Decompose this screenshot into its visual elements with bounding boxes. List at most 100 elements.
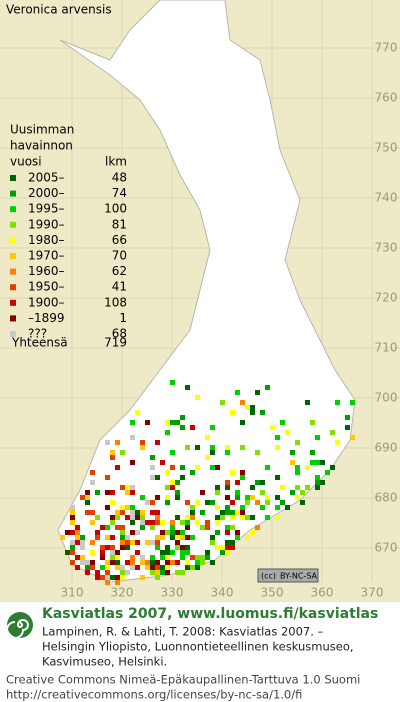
observation-square <box>130 510 135 515</box>
observation-square <box>70 560 75 565</box>
badge-box <box>257 568 319 583</box>
observation-square <box>115 510 120 515</box>
observation-square <box>270 425 275 430</box>
observation-square <box>230 510 235 515</box>
observation-square <box>140 555 145 560</box>
legend-swatch <box>10 221 16 228</box>
observation-square <box>150 520 155 525</box>
observation-square <box>230 525 235 530</box>
observation-square <box>125 505 130 510</box>
observation-square <box>240 445 245 450</box>
observation-square <box>170 485 175 490</box>
observation-square <box>70 550 75 555</box>
legend-heading: Uusimman <box>10 123 74 137</box>
observation-square <box>155 440 160 445</box>
observation-square <box>75 555 80 560</box>
x-tick-label: 340 <box>211 586 234 600</box>
observation-square <box>175 495 180 500</box>
observation-square <box>175 545 180 550</box>
observation-square <box>245 535 250 540</box>
observation-square <box>160 530 165 535</box>
observation-square <box>200 525 205 530</box>
legend-swatch <box>10 237 16 244</box>
observation-square <box>205 555 210 560</box>
observation-square <box>115 440 120 445</box>
observation-square <box>160 555 165 560</box>
observation-square <box>130 540 135 545</box>
observation-square <box>150 465 155 470</box>
observation-square <box>120 530 125 535</box>
observation-square <box>250 405 255 410</box>
observation-square <box>185 445 190 450</box>
observation-square <box>110 500 115 505</box>
observation-square <box>250 515 255 520</box>
observation-square <box>195 395 200 400</box>
observation-square <box>335 400 340 405</box>
observation-square <box>230 545 235 550</box>
observation-square <box>75 530 80 535</box>
observation-square <box>70 530 75 535</box>
legend-count: 81 <box>112 217 127 231</box>
observation-square <box>140 525 145 530</box>
observation-square <box>160 520 165 525</box>
observation-square <box>120 565 125 570</box>
observation-square <box>75 540 80 545</box>
observation-square <box>110 455 115 460</box>
observation-square <box>335 440 340 445</box>
observation-square <box>100 555 105 560</box>
legend-label: 2005– <box>28 171 65 185</box>
observation-square <box>195 565 200 570</box>
y-tick-label: 730 <box>375 241 398 255</box>
observation-square <box>105 505 110 510</box>
observation-square <box>220 510 225 515</box>
observation-square <box>180 520 185 525</box>
observation-square <box>165 550 170 555</box>
observation-square <box>185 385 190 390</box>
observation-square <box>175 535 180 540</box>
observation-square <box>290 460 295 465</box>
observation-square <box>80 535 85 540</box>
legend-count: 74 <box>112 186 127 200</box>
observation-square <box>185 550 190 555</box>
legend-label: 1995– <box>28 202 65 216</box>
badge-cc: (cc) <box>261 572 276 581</box>
citation: Kasvimuseo, Helsinki. <box>42 655 167 669</box>
observation-square <box>155 515 160 520</box>
observation-square <box>155 575 160 580</box>
observation-square <box>110 535 115 540</box>
legend-heading: lkm <box>105 155 127 169</box>
observation-square <box>215 520 220 525</box>
observation-square <box>105 545 110 550</box>
license-text: Creative Commons Nimeä-Epäkaupallinen-Ta… <box>6 673 360 687</box>
observation-square <box>200 490 205 495</box>
observation-square <box>120 485 125 490</box>
observation-square <box>155 520 160 525</box>
observation-square <box>115 515 120 520</box>
observation-square <box>125 540 130 545</box>
observation-square <box>200 555 205 560</box>
observation-square <box>315 480 320 485</box>
observation-square <box>160 460 165 465</box>
observation-square <box>210 465 215 470</box>
observation-square <box>295 465 300 470</box>
observation-square <box>215 505 220 510</box>
observation-square <box>155 475 160 480</box>
observations <box>60 380 355 585</box>
observation-square <box>165 500 170 505</box>
observation-square <box>160 570 165 575</box>
observation-square <box>315 475 320 480</box>
observation-square <box>240 475 245 480</box>
observation-square <box>155 545 160 550</box>
observation-square <box>215 515 220 520</box>
observation-square <box>255 500 260 505</box>
observation-square <box>190 425 195 430</box>
observation-square <box>140 445 145 450</box>
observation-square <box>325 470 330 475</box>
observation-square <box>275 495 280 500</box>
observation-square <box>135 510 140 515</box>
legend-count: 62 <box>112 264 127 278</box>
observation-square <box>130 560 135 565</box>
observation-square <box>140 510 145 515</box>
observation-square <box>295 495 300 500</box>
